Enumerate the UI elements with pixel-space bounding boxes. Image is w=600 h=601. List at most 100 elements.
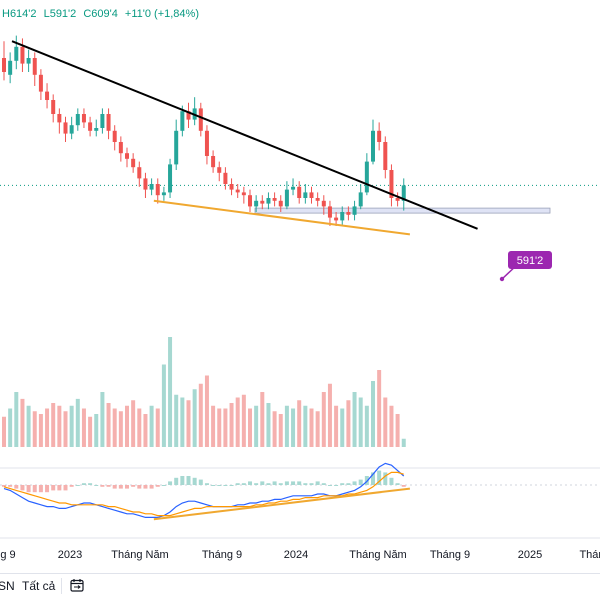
macd-histogram-bar <box>266 483 271 485</box>
volume-bar <box>260 392 265 447</box>
macd-histogram-bar <box>155 485 160 487</box>
x-axis-tick-label: g 9 <box>0 549 15 561</box>
macd-histogram-bar <box>38 485 43 493</box>
timeframe-button-partial[interactable]: SN <box>0 579 15 593</box>
volume-bar <box>272 411 277 447</box>
volume-bar <box>352 392 357 447</box>
candle-body <box>20 46 25 64</box>
volume-bar <box>112 408 117 447</box>
volume-bar <box>88 416 93 447</box>
x-axis-tick-label: Tháng Năm <box>349 549 406 561</box>
macd-histogram-bar <box>100 485 105 487</box>
candle-body <box>284 189 289 207</box>
macd-histogram-bar <box>352 481 357 485</box>
candle-body <box>143 178 148 190</box>
macd-histogram-bar <box>334 485 339 486</box>
macd-histogram-bar <box>131 485 136 487</box>
macd-histogram-bar <box>254 483 259 485</box>
macd-histogram-bar <box>346 483 351 485</box>
macd-histogram-bar <box>260 481 265 485</box>
macd-histogram-bar <box>389 477 394 485</box>
macd-histogram-bar <box>143 485 148 489</box>
candle-body <box>229 184 234 190</box>
macd-histogram-bar <box>309 483 314 485</box>
macd-histogram-bar <box>272 481 277 485</box>
price-badge <box>508 251 552 269</box>
candle-body <box>204 130 209 156</box>
macd-histogram-bar <box>186 476 191 485</box>
candle-body <box>8 60 13 75</box>
candle-body <box>75 114 80 126</box>
candle-body <box>118 142 123 154</box>
x-axis-tick-label: 2025 <box>518 549 542 561</box>
volume-bar <box>51 403 56 447</box>
candle-body <box>217 167 222 173</box>
macd-histogram-bar <box>174 477 179 485</box>
volume-bar <box>180 397 185 447</box>
volume-bar <box>241 394 246 447</box>
volume-bar <box>395 414 400 447</box>
volume-bar <box>106 403 111 447</box>
macd-histogram-bar <box>297 481 302 485</box>
candle-body <box>352 206 357 215</box>
macd-histogram-bar <box>180 476 185 485</box>
timeframe-all-button[interactable]: Tất cả <box>22 579 56 593</box>
candle-body <box>211 156 216 168</box>
volume-bar <box>364 405 369 447</box>
macd-histogram-bar <box>303 483 308 485</box>
volume-bar <box>38 414 43 447</box>
macd-histogram-bar <box>75 485 80 486</box>
bottom-toolbar: SN Tất cả <box>0 573 600 601</box>
candle-body <box>334 217 339 221</box>
macd-histogram-bar <box>26 485 31 493</box>
candle-body <box>94 128 99 131</box>
candle-body <box>2 58 6 72</box>
macd-histogram-bar <box>51 485 56 491</box>
volume-bar <box>358 397 363 447</box>
volume-bar <box>315 411 320 447</box>
volume-bar <box>340 408 345 447</box>
candle-body <box>272 198 277 201</box>
candle-body <box>315 198 320 201</box>
volume-bar <box>125 405 129 447</box>
volume-bar <box>94 414 99 447</box>
macd-histogram-bar <box>69 485 74 487</box>
candle-body <box>266 198 271 204</box>
volume-bar <box>192 389 197 447</box>
volume-bar <box>254 405 259 447</box>
candle-body <box>278 200 283 207</box>
candle-body <box>180 111 185 131</box>
candle-body <box>260 200 265 204</box>
macd-histogram-bar <box>32 485 37 493</box>
chart-canvas[interactable]: 591'2 g 9 2023 Tháng Năm Tháng 9 2024 Tháng Nă… <box>0 0 600 573</box>
candle-body <box>186 111 191 120</box>
descending-trendline <box>11 40 478 230</box>
macd-histogram-bar <box>137 485 142 489</box>
candle-body <box>371 130 375 162</box>
calendar-icon[interactable] <box>70 578 84 592</box>
horizontal-level-zone <box>254 207 551 214</box>
candle-body <box>63 122 68 134</box>
candle-body <box>32 58 37 75</box>
macd-histogram-bar <box>161 485 166 486</box>
candle-body <box>364 161 369 193</box>
candle-body <box>100 114 105 128</box>
macd-histogram-bar <box>315 481 320 485</box>
candle-body <box>161 192 166 196</box>
candle-body <box>45 91 50 100</box>
volume-bar <box>291 408 296 447</box>
candle-body <box>377 130 382 142</box>
candle-body <box>340 212 345 221</box>
x-axis-tick-label: Tháng 9 <box>430 549 470 561</box>
macd-histogram-bar <box>217 485 222 486</box>
macd-histogram-bar <box>383 472 388 485</box>
candle-body <box>241 192 246 196</box>
macd-histogram-bar <box>278 483 283 485</box>
candle-body <box>112 130 117 142</box>
volume-bar <box>81 408 86 447</box>
candle-body <box>131 158 136 168</box>
x-axis-tick-label: 2023 <box>58 549 82 561</box>
volume-bar <box>149 405 154 447</box>
volume-bar <box>223 408 228 447</box>
